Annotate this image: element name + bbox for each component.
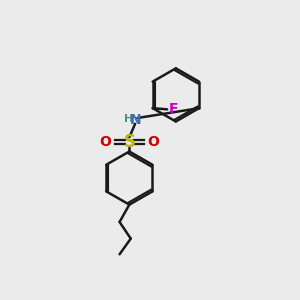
Text: N: N	[129, 113, 141, 127]
Text: O: O	[147, 135, 159, 149]
Text: H: H	[124, 114, 133, 124]
Text: F: F	[169, 102, 178, 116]
Text: O: O	[100, 135, 111, 149]
Text: S: S	[123, 133, 135, 151]
